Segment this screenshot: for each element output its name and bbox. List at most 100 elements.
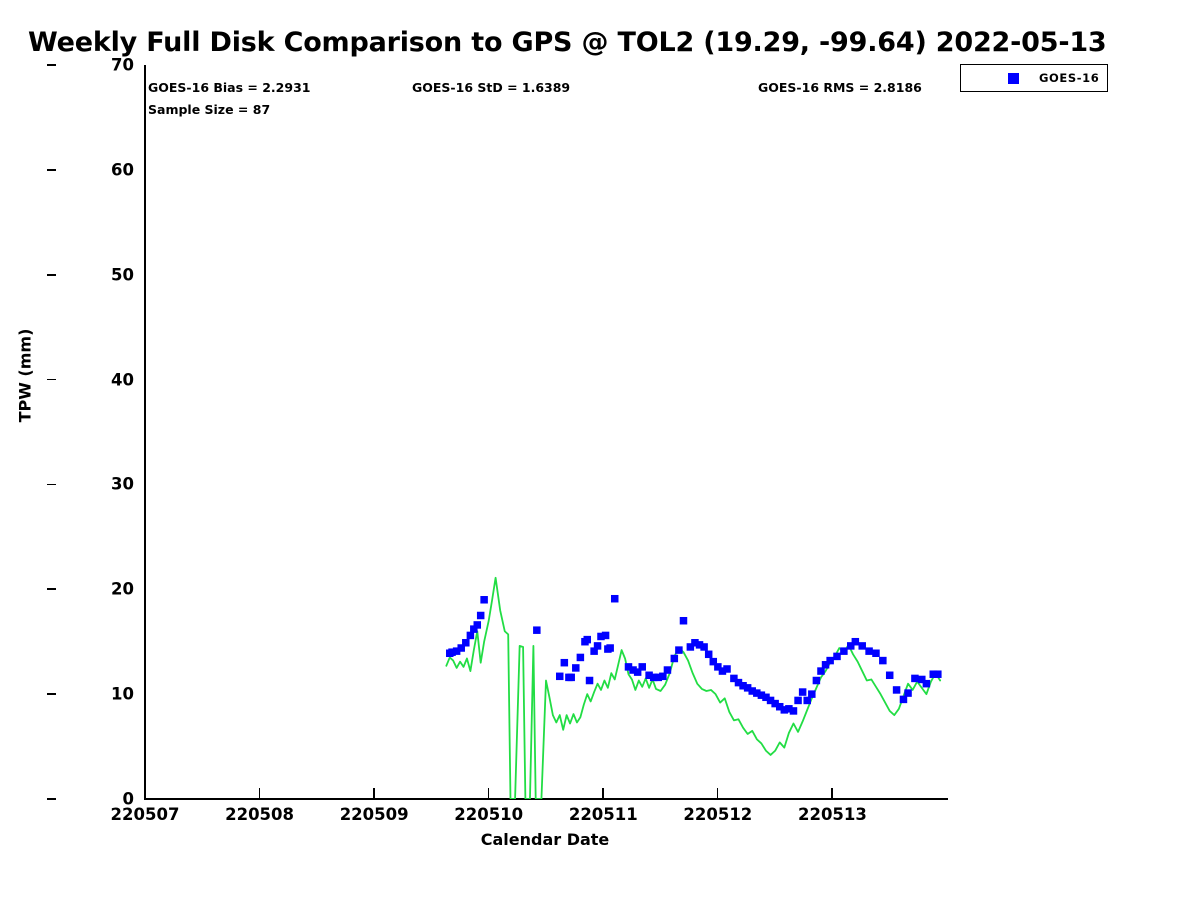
data-point-goes16 <box>904 689 912 697</box>
data-point-goes16 <box>624 663 633 671</box>
x-tick-label: 220511 <box>568 805 638 824</box>
data-point-goes16 <box>633 668 642 676</box>
data-point-goes16 <box>695 641 704 649</box>
data-point-goes16 <box>480 596 488 604</box>
data-point-goes16 <box>556 672 564 681</box>
data-point-goes16 <box>675 646 683 654</box>
data-point-goes16 <box>798 688 807 696</box>
data-point-goes16 <box>649 673 658 682</box>
x-tick <box>487 788 490 799</box>
data-point-goes16 <box>808 690 816 698</box>
data-point-goes16 <box>785 705 793 713</box>
data-point-goes16 <box>597 632 605 641</box>
data-canvas <box>445 576 942 799</box>
y-tick <box>47 693 56 695</box>
page-title: Weekly Full Disk Comparison to GPS @ TOL… <box>28 27 1107 58</box>
data-point-goes16 <box>679 616 688 625</box>
x-tick-label: 220507 <box>110 805 180 824</box>
y-tick <box>47 588 56 591</box>
data-point-goes16 <box>476 611 485 620</box>
data-point-goes16 <box>734 678 743 687</box>
y-tick <box>47 798 56 800</box>
data-point-goes16 <box>590 647 598 655</box>
data-point-goes16 <box>533 626 541 634</box>
y-tick-label: 40 <box>111 370 134 390</box>
data-point-goes16 <box>775 702 784 711</box>
data-point-goes16 <box>448 648 456 656</box>
data-point-goes16 <box>794 696 802 705</box>
data-point-goes16 <box>757 691 766 699</box>
y-tick-label: 60 <box>111 160 134 180</box>
data-point-goes16 <box>560 658 569 667</box>
data-point-goes16 <box>847 642 855 650</box>
data-point-goes16 <box>457 644 465 652</box>
plot-area <box>145 65 947 799</box>
data-point-goes16 <box>851 637 860 646</box>
data-point-goes16 <box>645 671 653 680</box>
x-axis-ticks <box>144 788 948 800</box>
data-point-goes16 <box>789 707 798 715</box>
data-point-goes16 <box>872 649 880 657</box>
x-tick-label: 220510 <box>454 805 524 824</box>
data-point-goes16 <box>583 635 591 644</box>
data-point-goes16 <box>766 696 775 705</box>
x-tick-label: 220513 <box>797 805 867 824</box>
data-point-goes16 <box>700 643 708 651</box>
stat-bias: GOES-16 Bias = 2.2931 <box>148 80 311 95</box>
stat-sample-size: Sample Size = 87 <box>148 102 271 117</box>
data-point-goes16 <box>567 673 575 682</box>
data-point-goes16 <box>576 653 585 662</box>
data-point-goes16 <box>812 676 821 685</box>
data-point-goes16 <box>718 667 727 675</box>
data-point-goes16 <box>670 654 679 663</box>
y-tick <box>47 378 56 381</box>
data-point-goes16 <box>585 676 594 685</box>
data-point-goes16 <box>629 666 637 674</box>
data-point-goes16 <box>663 666 672 674</box>
y-axis-ticks: 0 10 20 30 40 50 60 70 <box>47 56 134 809</box>
data-point-goes16 <box>911 674 919 683</box>
data-point-goes16 <box>610 594 619 603</box>
x-tick <box>258 788 261 799</box>
legend: GOES-16 <box>960 64 1108 92</box>
data-point-goes16 <box>723 665 731 673</box>
data-point-goes16 <box>470 625 478 633</box>
data-point-goes16 <box>929 670 937 678</box>
data-point-goes16 <box>572 664 580 672</box>
y-tick-label: 70 <box>111 55 134 75</box>
data-point-goes16 <box>922 679 931 688</box>
y-tick-label: 0 <box>122 789 134 809</box>
data-point-goes16 <box>686 643 695 651</box>
x-tick <box>831 788 834 799</box>
data-point-goes16 <box>659 672 667 681</box>
data-point-goes16 <box>840 647 848 655</box>
stat-std: GOES-16 StD = 1.6389 <box>412 80 571 95</box>
y-tick-label: 50 <box>111 265 134 285</box>
data-point-goes16 <box>462 639 470 647</box>
series-markers-goes16 <box>446 594 942 715</box>
data-point-goes16 <box>753 689 761 697</box>
data-point-goes16 <box>858 642 866 650</box>
x-tick-label: 220509 <box>339 805 409 824</box>
data-point-goes16 <box>730 674 738 683</box>
data-point-goes16 <box>821 661 830 669</box>
y-axis-line <box>144 65 146 800</box>
y-tick-label: 20 <box>111 579 134 599</box>
y-axis-label: TPW (mm) <box>15 328 35 423</box>
data-point-goes16 <box>452 647 461 655</box>
data-point-goes16 <box>593 642 602 650</box>
data-point-goes16 <box>803 696 811 705</box>
data-point-goes16 <box>601 631 610 640</box>
stat-rms: GOES-16 RMS = 2.8186 <box>758 80 922 95</box>
data-point-goes16 <box>704 650 713 659</box>
data-point-goes16 <box>709 657 718 666</box>
y-tick-label: 30 <box>111 474 134 494</box>
x-axis-label: Calendar Date <box>480 830 610 849</box>
data-point-goes16 <box>826 656 834 665</box>
y-tick <box>47 64 56 66</box>
data-point-goes16 <box>762 693 770 702</box>
data-point-goes16 <box>473 621 482 629</box>
data-point-goes16 <box>817 667 825 675</box>
data-point-goes16 <box>714 663 722 671</box>
